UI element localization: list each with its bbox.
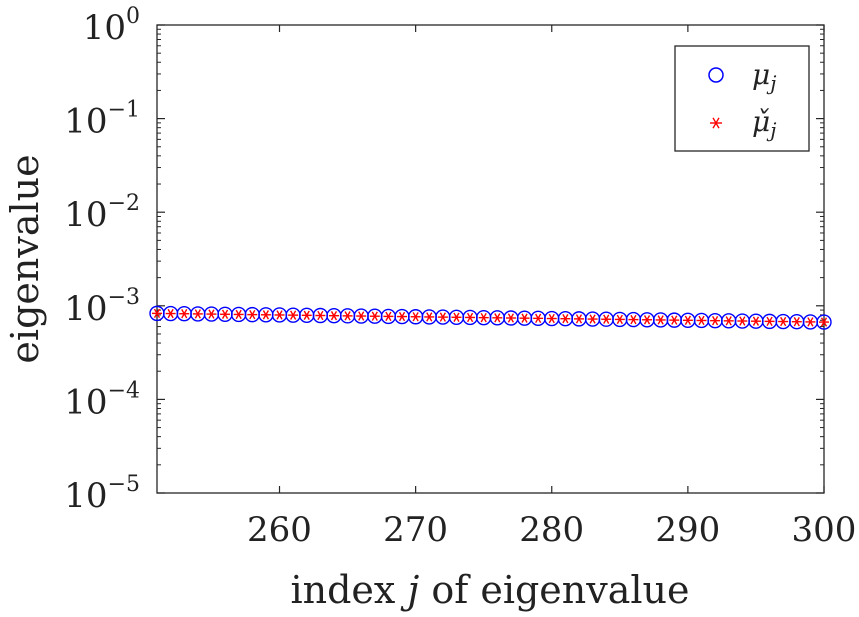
mu-check-point	[328, 311, 339, 321]
y-tick-label-base: 10	[64, 476, 107, 516]
mu-check-point	[533, 313, 544, 324]
y-tick-label: 10−1	[64, 98, 140, 142]
mu-check-point	[696, 315, 707, 326]
y-tick-label-base: 10	[64, 289, 107, 329]
mu-check-point	[247, 309, 258, 320]
y-tick-label-base: 10	[64, 382, 107, 422]
x-axis-title-post: of eigenvalue	[419, 568, 689, 612]
mu-check-point	[424, 312, 435, 322]
x-axis-title-pre: index	[290, 568, 407, 612]
mu-check-point	[451, 312, 462, 322]
y-tick-label-exp: −3	[108, 285, 140, 310]
mu-check-point	[478, 312, 489, 323]
legend-asterisk-glyph	[710, 117, 722, 129]
x-axis-title: index j of eigenvalue	[290, 568, 689, 612]
mu-check-point	[519, 313, 530, 323]
mu-check-point	[192, 309, 203, 319]
mu-check-point	[655, 315, 666, 325]
legend-box	[674, 45, 810, 152]
y-tick-label-base: 10	[83, 8, 126, 48]
y-tick-label-exp: −1	[108, 98, 140, 123]
mu-check-point	[737, 316, 748, 326]
mu-check-point	[614, 314, 625, 325]
legend-subscript-mu-check: j	[766, 118, 776, 142]
mu-check-point	[315, 310, 326, 321]
x-axis-ticks: 260 270 280 290 300	[247, 25, 856, 550]
mu-check-point	[723, 316, 734, 326]
mu-check-point	[356, 311, 367, 321]
y-tick-label: 100	[83, 4, 140, 48]
legend-symbol-mu: μ	[752, 58, 770, 91]
mu-check-point	[179, 309, 190, 319]
mu-check-point	[165, 308, 176, 319]
legend-marker-mu-check	[710, 117, 722, 129]
mu-check-point	[546, 313, 557, 324]
mu-check-point	[465, 312, 476, 323]
mu-check-point	[220, 309, 231, 319]
legend-subscript-mu: j	[766, 71, 776, 95]
mu-check-point	[682, 315, 693, 325]
y-tick-label-exp: 0	[126, 4, 140, 29]
mu-check-point	[152, 308, 162, 319]
mu-check-point	[601, 314, 612, 324]
mu-check-point	[397, 311, 408, 322]
x-tick-label: 300	[792, 510, 857, 550]
y-tick-label-exp: −4	[108, 378, 140, 403]
data-marks	[149, 305, 832, 330]
mu-check-point	[342, 311, 353, 321]
y-tick-label-exp: −2	[108, 191, 140, 216]
legend-symbol-mu-check: μ̌	[752, 105, 770, 138]
mu-check-point	[274, 310, 285, 320]
mu-check-point	[437, 312, 448, 322]
mu-check-point	[206, 309, 217, 319]
mu-point	[816, 314, 832, 330]
mu-check-point	[764, 316, 775, 327]
mu-check-point	[288, 310, 299, 320]
y-tick-label: 10−4	[64, 378, 140, 422]
y-tick-label: 10−5	[64, 472, 140, 516]
mu-check-point	[301, 310, 312, 321]
mu-check-point	[260, 310, 271, 320]
mu-check-point	[492, 313, 503, 323]
y-tick-label: 10−2	[64, 191, 140, 235]
x-tick-label: 290	[655, 510, 720, 550]
legend: μj μ̌j	[674, 45, 810, 152]
y-axis-title: eigenvalue	[3, 154, 47, 363]
y-tick-label: 10−3	[64, 285, 140, 329]
mu-check-point	[628, 314, 639, 325]
mu-check-point	[642, 315, 653, 325]
mu-check-point	[573, 314, 584, 324]
mu-check-point	[383, 311, 394, 322]
legend-marker-mu	[708, 67, 724, 83]
mu-check-point	[819, 317, 829, 327]
mu-check-point	[710, 315, 721, 326]
mu-check-point	[233, 309, 244, 320]
y-tick-label-exp: −5	[108, 472, 140, 497]
x-tick-label: 260	[247, 510, 312, 550]
mu-check-point	[369, 311, 380, 321]
mu-check-point	[669, 315, 680, 325]
mu-check-point	[587, 314, 598, 324]
mu-check-point	[505, 313, 516, 323]
mu-check-point	[778, 316, 789, 327]
mu-check-point	[410, 312, 421, 322]
mu-check-point	[560, 314, 571, 324]
x-tick-label: 270	[383, 510, 448, 550]
y-tick-label-base: 10	[64, 195, 107, 235]
mu-check-point	[750, 316, 761, 326]
x-tick-label: 280	[519, 510, 584, 550]
mu-check-point	[805, 317, 816, 327]
y-tick-label-base: 10	[64, 102, 107, 142]
mu-check-point	[791, 317, 802, 327]
legend-label-mu: μj	[752, 58, 776, 95]
legend-label-mu-check: μ̌j	[752, 105, 776, 142]
